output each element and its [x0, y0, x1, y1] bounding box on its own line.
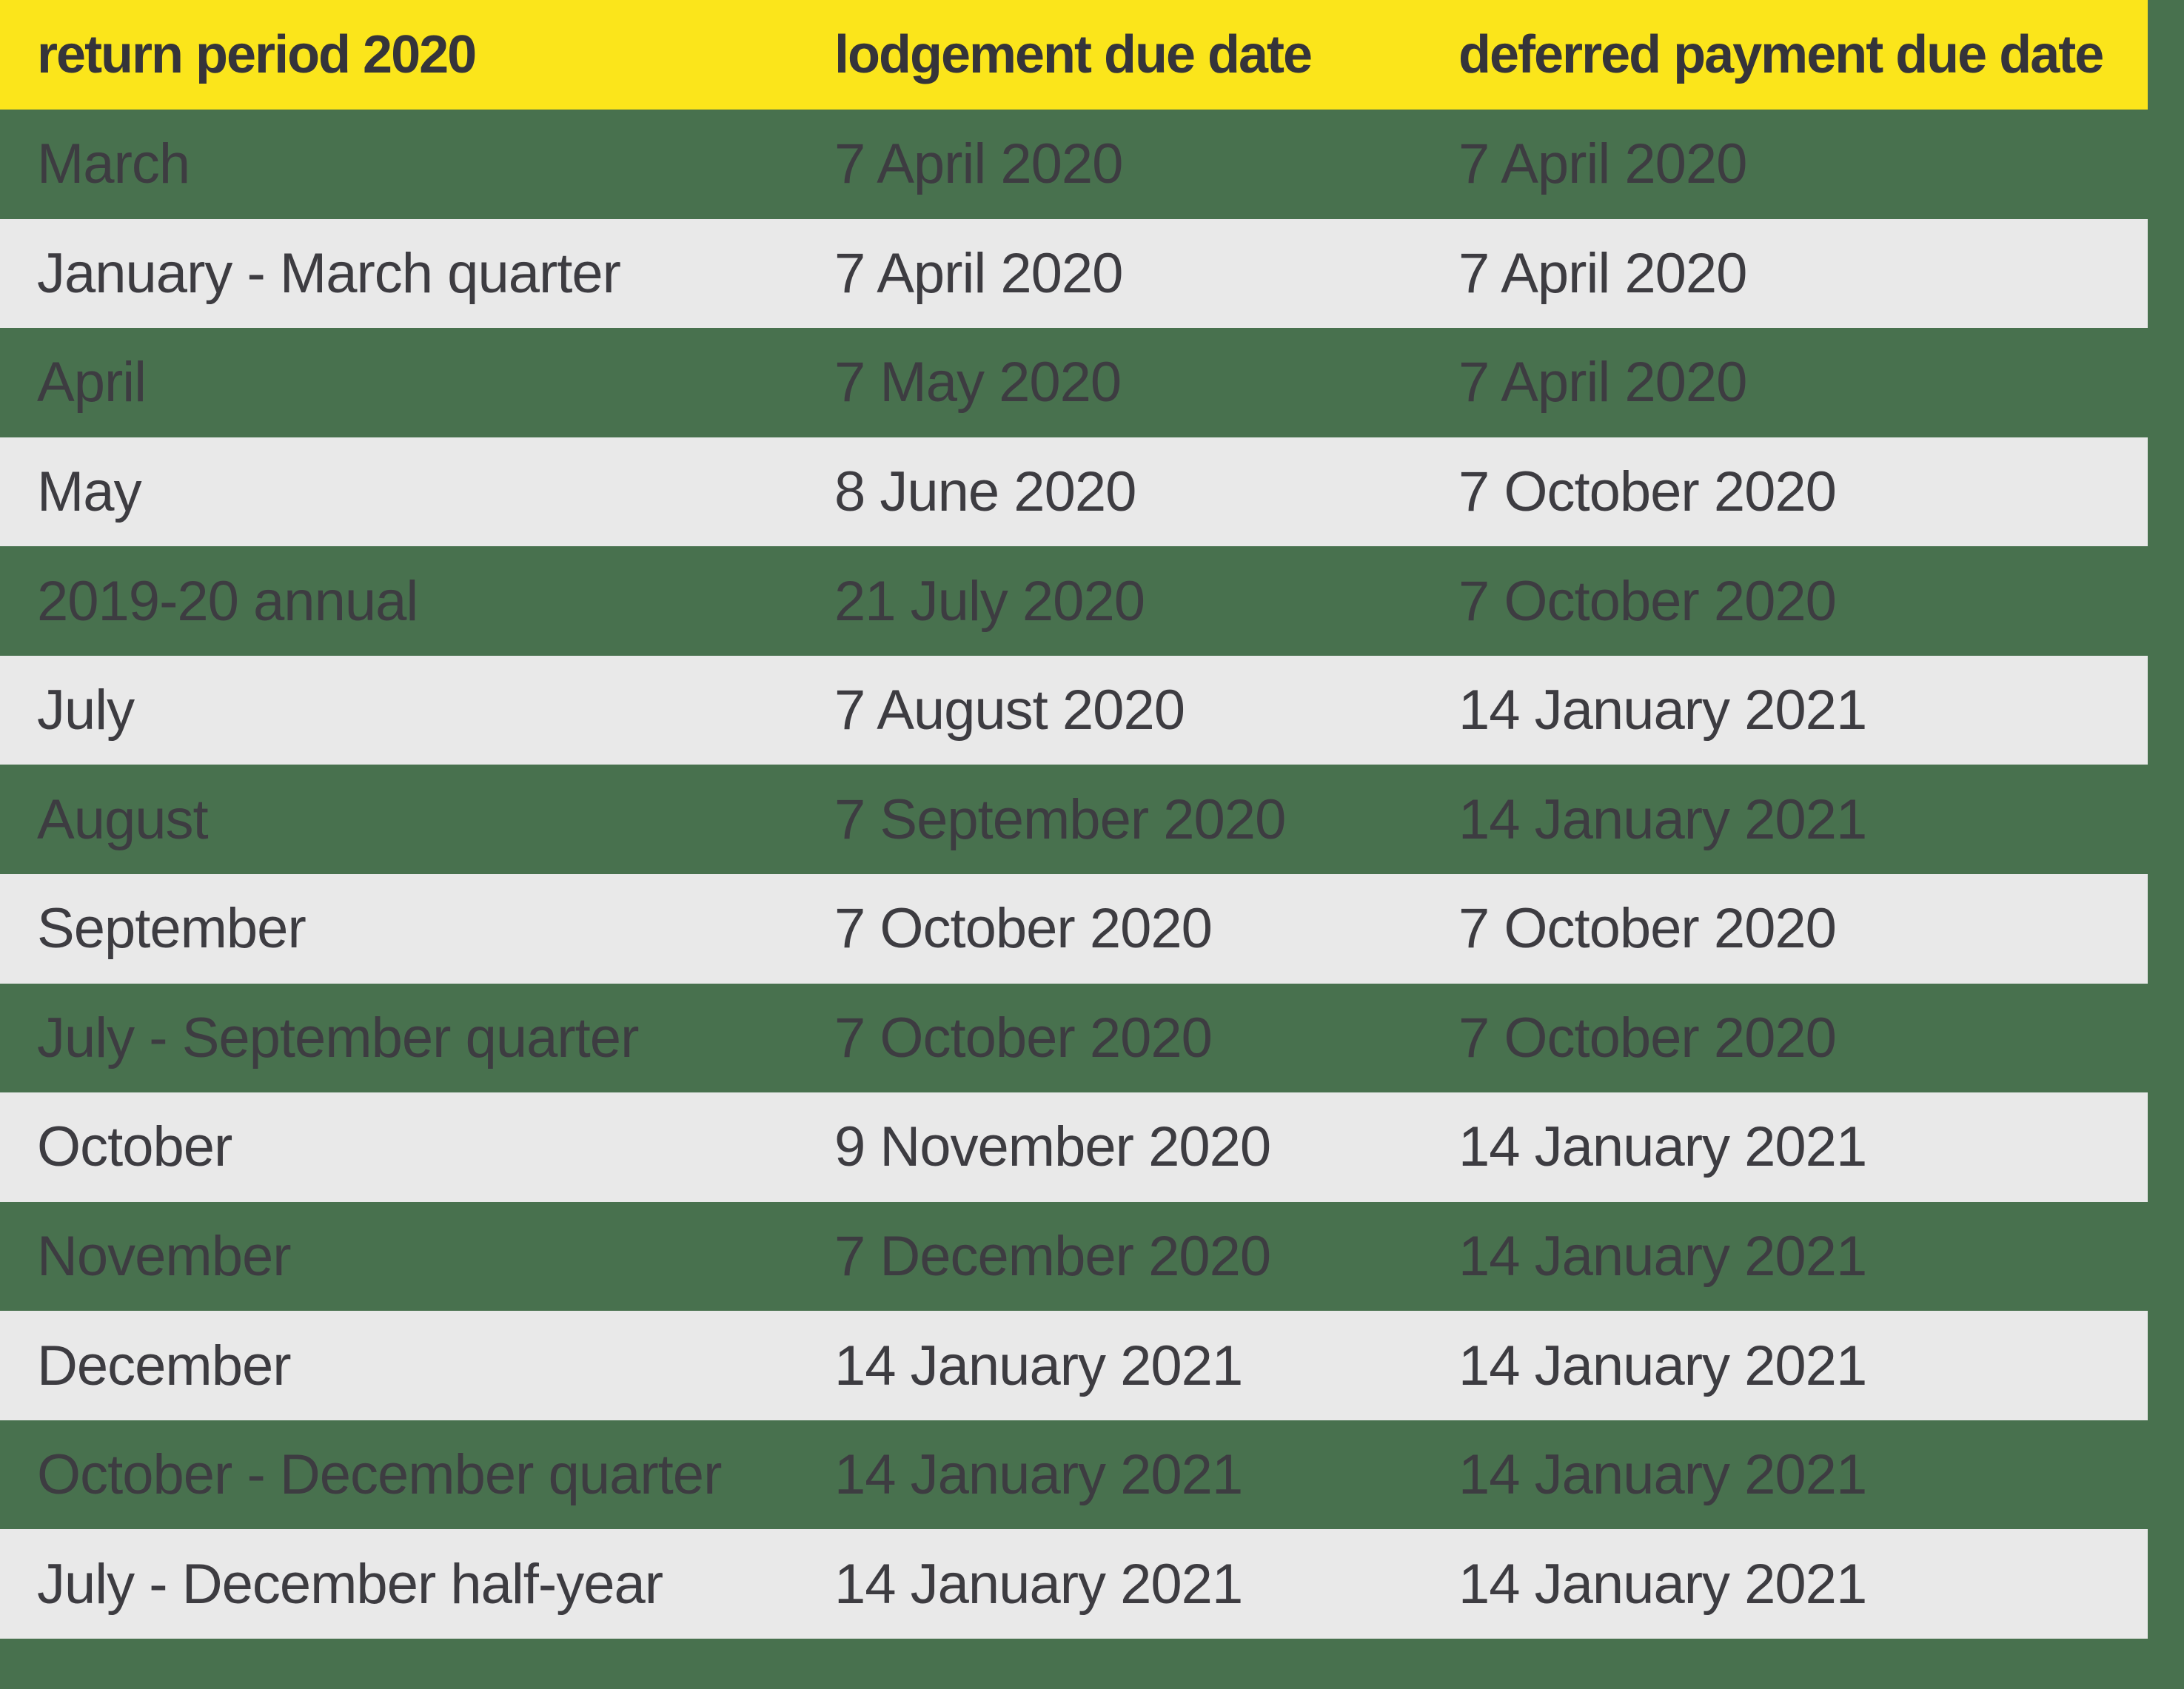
table-row: August 7 September 2020 14 January 2021 [0, 765, 2148, 874]
cell-deferred-payment-due-date: 14 January 2021 [1458, 1443, 1867, 1507]
cell-lodgement-due-date: 7 April 2020 [834, 132, 1123, 196]
cell-lodgement-due-date: 9 November 2020 [834, 1115, 1271, 1179]
cell-deferred-payment-due-date: 14 January 2021 [1458, 1224, 1867, 1288]
cell-return-period: March [37, 132, 190, 196]
table-row: November 7 December 2020 14 January 2021 [0, 1202, 2148, 1312]
cell-deferred-payment-due-date: 7 October 2020 [1458, 460, 1837, 523]
table-body: March 7 April 2020 7 April 2020 January … [0, 110, 2184, 1639]
cell-deferred-payment-due-date: 7 April 2020 [1458, 351, 1747, 414]
table-row: January - March quarter 7 April 2020 7 A… [0, 218, 2148, 329]
cell-lodgement-due-date: 7 October 2020 [834, 897, 1213, 961]
cell-return-period: October - December quarter [37, 1443, 722, 1507]
cell-deferred-payment-due-date: 7 October 2020 [1458, 1006, 1837, 1070]
table-row: July - December half-year 14 January 202… [0, 1529, 2148, 1639]
cell-deferred-payment-due-date: 7 April 2020 [1458, 132, 1747, 196]
table-row: July 7 August 2020 14 January 2021 [0, 655, 2148, 765]
cell-return-period: August [37, 788, 209, 851]
cell-deferred-payment-due-date: 7 April 2020 [1458, 241, 1747, 305]
column-header-lodgement-due-date: lodgement due date [834, 25, 1313, 84]
cell-return-period: October [37, 1115, 232, 1179]
cell-return-period: July - September quarter [37, 1006, 639, 1070]
cell-lodgement-due-date: 21 July 2020 [834, 569, 1145, 633]
table-row: July - September quarter 7 October 2020 … [0, 984, 2148, 1093]
column-header-return-period: return period 2020 [37, 25, 477, 84]
cell-lodgement-due-date: 8 June 2020 [834, 460, 1136, 523]
cell-lodgement-due-date: 14 January 2021 [834, 1334, 1243, 1397]
cell-deferred-payment-due-date: 14 January 2021 [1458, 1115, 1867, 1179]
cell-deferred-payment-due-date: 14 January 2021 [1458, 1334, 1867, 1397]
cell-lodgement-due-date: 14 January 2021 [834, 1552, 1243, 1616]
cell-deferred-payment-due-date: 7 October 2020 [1458, 897, 1837, 961]
cell-return-period: April [37, 351, 147, 414]
due-dates-table: return period 2020 lodgement due date de… [0, 0, 2184, 1639]
table-row: September 7 October 2020 7 October 2020 [0, 873, 2148, 984]
cell-lodgement-due-date: 7 May 2020 [834, 351, 1122, 414]
cell-lodgement-due-date: 7 October 2020 [834, 1006, 1213, 1070]
table-row: December 14 January 2021 14 January 2021 [0, 1311, 2148, 1420]
cell-lodgement-due-date: 7 December 2020 [834, 1224, 1271, 1288]
cell-lodgement-due-date: 7 September 2020 [834, 788, 1286, 851]
table-row: May 8 June 2020 7 October 2020 [0, 437, 2148, 547]
table-header-row: return period 2020 lodgement due date de… [0, 0, 2148, 110]
table-row: March 7 April 2020 7 April 2020 [0, 110, 2148, 219]
cell-deferred-payment-due-date: 14 January 2021 [1458, 679, 1867, 742]
column-header-deferred-payment-due-date: deferred payment due date [1458, 25, 2104, 84]
cell-lodgement-due-date: 14 January 2021 [834, 1443, 1243, 1507]
cell-return-period: July - December half-year [37, 1552, 663, 1616]
cell-lodgement-due-date: 7 August 2020 [834, 679, 1185, 742]
cell-return-period: November [37, 1224, 292, 1288]
table-row: 2019-20 annual 21 July 2020 7 October 20… [0, 546, 2148, 656]
cell-deferred-payment-due-date: 14 January 2021 [1458, 1552, 1867, 1616]
cell-deferred-payment-due-date: 7 October 2020 [1458, 569, 1837, 633]
cell-return-period: May [37, 460, 142, 523]
cell-return-period: 2019-20 annual [37, 569, 418, 633]
cell-return-period: September [37, 897, 307, 961]
cell-return-period: January - March quarter [37, 241, 621, 305]
cell-deferred-payment-due-date: 14 January 2021 [1458, 788, 1867, 851]
cell-return-period: December [37, 1334, 292, 1397]
cell-lodgement-due-date: 7 April 2020 [834, 241, 1123, 305]
table-row: October 9 November 2020 14 January 2021 [0, 1092, 2148, 1202]
table-row: April 7 May 2020 7 April 2020 [0, 328, 2148, 437]
cell-return-period: July [37, 679, 135, 742]
table-row: October - December quarter 14 January 20… [0, 1420, 2148, 1530]
